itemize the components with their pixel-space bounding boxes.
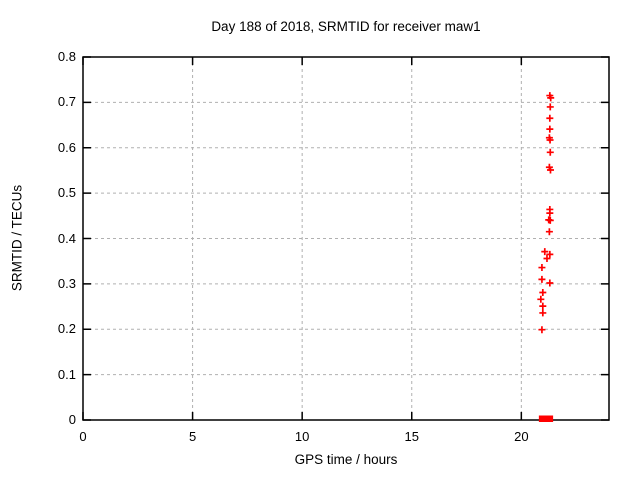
y-tick-label: 0.7 [57, 94, 76, 110]
data-point-marker [543, 254, 551, 262]
y-tick-label: 0.4 [57, 230, 76, 246]
chart-title: Day 188 of 2018, SRMTID for receiver maw… [211, 19, 481, 34]
y-tick-label: 0.1 [57, 366, 76, 382]
data-point-marker [546, 125, 554, 133]
data-point-marker [546, 114, 554, 122]
data-point-marker [538, 326, 546, 334]
y-tick-label: 0.6 [57, 139, 76, 155]
data-point-marker [546, 279, 554, 287]
zero-value-point-run [538, 415, 554, 422]
y-tick-label: 0.8 [57, 49, 76, 64]
data-point-marker [539, 288, 547, 296]
y-tick-label: 0.2 [57, 321, 76, 337]
x-tick-label: 15 [404, 429, 419, 444]
data-point-marker [537, 295, 545, 303]
data-point-marker [546, 166, 554, 174]
x-tick-label: 0 [79, 429, 87, 444]
data-point-marker [538, 264, 546, 272]
y-tick-label: 0.5 [57, 185, 76, 201]
y-tick-label: 0 [68, 412, 76, 427]
x-tick-label: 5 [188, 429, 197, 444]
y-tick-label: 0.3 [57, 275, 76, 291]
data-point-marker [546, 250, 554, 258]
y-axis-label: SRMTID / TECUs [9, 184, 25, 292]
data-point-marker [546, 209, 554, 217]
data-point-marker [547, 94, 555, 102]
x-axis-label: GPS time / hours [294, 452, 398, 467]
data-point-marker [539, 309, 547, 317]
x-tick-label: 10 [294, 429, 310, 444]
x-tick-label: 20 [514, 429, 529, 444]
data-point-marker [545, 228, 553, 236]
data-point-marker [541, 248, 549, 256]
data-point-marker [539, 302, 547, 310]
data-point-marker [546, 136, 554, 144]
data-point-marker [538, 275, 546, 283]
data-point-marker [546, 103, 554, 111]
data-point-marker [546, 148, 554, 156]
data-point-marker [546, 216, 554, 224]
